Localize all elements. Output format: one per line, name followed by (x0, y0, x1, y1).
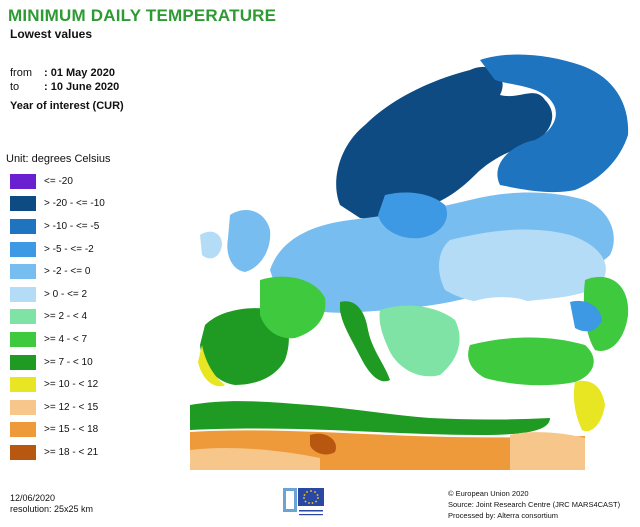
legend-swatch (10, 286, 36, 302)
from-label: from (10, 67, 32, 79)
source: Source: Joint Research Centre (JRC MARS4… (448, 500, 621, 509)
legend-label: > -5 - <= -2 (44, 243, 94, 255)
legend-item: >= 12 - < 15 (10, 396, 105, 419)
legend-swatch (10, 422, 36, 438)
legend-swatch (10, 331, 36, 347)
legend-swatch (10, 399, 36, 415)
legend-label: > 0 - <= 2 (44, 288, 88, 300)
caspian-east-region (583, 276, 629, 351)
ireland-region (200, 231, 222, 259)
legend-swatch (10, 218, 36, 234)
unit-label: Unit: degrees Celsius (6, 153, 111, 165)
legend-item: > -5 - <= -2 (10, 238, 105, 261)
period-block: from : 01 May 2020 to : 10 June 2020 (10, 66, 119, 94)
legend-label: >= 2 - < 4 (44, 311, 88, 323)
resolution: resolution: 25x25 km (10, 504, 94, 514)
european-commission-logo (283, 488, 324, 516)
legend-swatch (10, 173, 36, 189)
legend: <= -20 > -20 - <= -10 > -10 - <= -5 > -5 - … (10, 170, 105, 464)
legend-swatch (10, 444, 36, 460)
black-sea (472, 297, 538, 332)
legend-swatch (10, 264, 36, 280)
legend-label: <= -20 (44, 175, 73, 187)
britain-region (227, 210, 271, 272)
sahara-peach (190, 447, 320, 470)
issue-date: 12/06/2020 (10, 493, 56, 503)
map-subtitle: Lowest values (10, 27, 93, 41)
sahara-hot-spot (310, 433, 336, 455)
legend-label: > -10 - <= -5 (44, 220, 100, 232)
iberia-region (200, 308, 289, 385)
eastern-light-region (438, 229, 606, 304)
to-value: : 10 June 2020 (44, 81, 120, 93)
legend-item: >= 4 - < 7 (10, 328, 105, 351)
footer-left: 12/06/2020 resolution: 25x25 km (10, 493, 93, 515)
legend-swatch (10, 241, 36, 257)
legend-label: >= 7 - < 10 (44, 356, 93, 368)
legend-label: > -2 - <= 0 (44, 266, 91, 278)
legend-swatch (10, 196, 36, 212)
russia-north-region (480, 54, 629, 193)
map-title: MINIMUM DAILY TEMPERATURE (8, 6, 277, 25)
legend-item: >= 15 - < 18 (10, 419, 105, 442)
legend-swatch (10, 309, 36, 325)
legend-label: >= 18 - < 21 (44, 446, 99, 458)
legend-label: > -20 - <= -10 (44, 198, 105, 210)
legend-swatch (10, 354, 36, 370)
from-value: : 01 May 2020 (44, 67, 115, 79)
legend-label: >= 15 - < 18 (44, 424, 99, 436)
iberia-coast-region (198, 345, 225, 387)
caucasus-region (570, 300, 602, 332)
processed-by: Processed by: Alterra consortium (448, 511, 559, 520)
italy-region (340, 301, 390, 382)
footer-right: © European Union 2020 Source: Joint Rese… (448, 488, 620, 521)
scandinavia-region (336, 66, 553, 219)
legend-item: <= -20 (10, 170, 105, 193)
mediterranean-sea (285, 374, 533, 416)
legend-swatch (10, 377, 36, 393)
legend-item: > -2 - <= 0 (10, 260, 105, 283)
copyright: © European Union 2020 (448, 489, 529, 498)
legend-label: >= 12 - < 15 (44, 401, 99, 413)
legend-item: > -20 - <= -10 (10, 193, 105, 216)
balkans-region (379, 305, 460, 377)
north-africa-coast (190, 401, 550, 435)
legend-item: > -10 - <= -5 (10, 215, 105, 238)
legend-item: >= 18 - < 21 (10, 441, 105, 464)
legend-item: > 0 - <= 2 (10, 283, 105, 306)
to-label: to (10, 81, 20, 93)
levant-region (573, 380, 605, 432)
turkey-region (468, 337, 594, 386)
legend-item: >= 10 - < 12 (10, 373, 105, 396)
baltic-mid-region (378, 192, 448, 239)
year-of-interest: Year of interest (CUR) (10, 100, 124, 112)
legend-label: >= 10 - < 12 (44, 379, 99, 391)
legend-label: >= 4 - < 7 (44, 333, 88, 345)
europe-temperature-map (190, 54, 629, 470)
legend-item: >= 2 - < 4 (10, 306, 105, 329)
nile-region (510, 432, 585, 470)
legend-item: >= 7 - < 10 (10, 351, 105, 374)
france-region (260, 276, 326, 339)
